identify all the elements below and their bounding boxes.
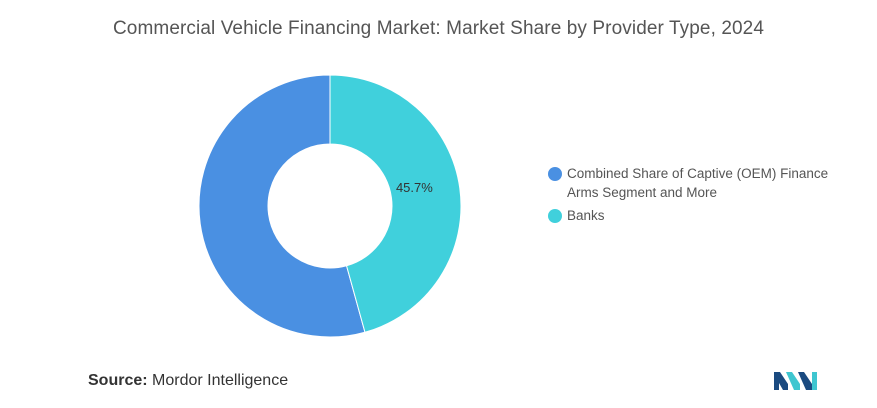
slice-banks	[329, 74, 462, 333]
data-label-slice-banks: 45.7%	[396, 180, 433, 195]
legend-label-banks: Banks	[567, 208, 605, 223]
legend: Combined Share of Captive (OEM) Finance …	[548, 164, 868, 229]
legend-item-banks: Banks	[548, 206, 868, 225]
source-text: Mordor Intelligence	[152, 372, 289, 389]
legend-item-captive: Combined Share of Captive (OEM) Finance …	[548, 164, 868, 202]
slice-captive	[198, 74, 366, 338]
source-note: Source: Mordor Intelligence	[88, 372, 288, 390]
legend-swatch-banks	[548, 209, 562, 223]
source-label: Source:	[88, 372, 148, 389]
legend-swatch-captive	[548, 167, 562, 181]
mordor-intelligence-logo-icon	[774, 372, 817, 390]
legend-label-captive: Combined Share of Captive (OEM) Finance …	[567, 166, 829, 200]
donut-chart: 45.7%	[198, 74, 462, 338]
chart-title: Commercial Vehicle Financing Market: Mar…	[112, 18, 765, 39]
